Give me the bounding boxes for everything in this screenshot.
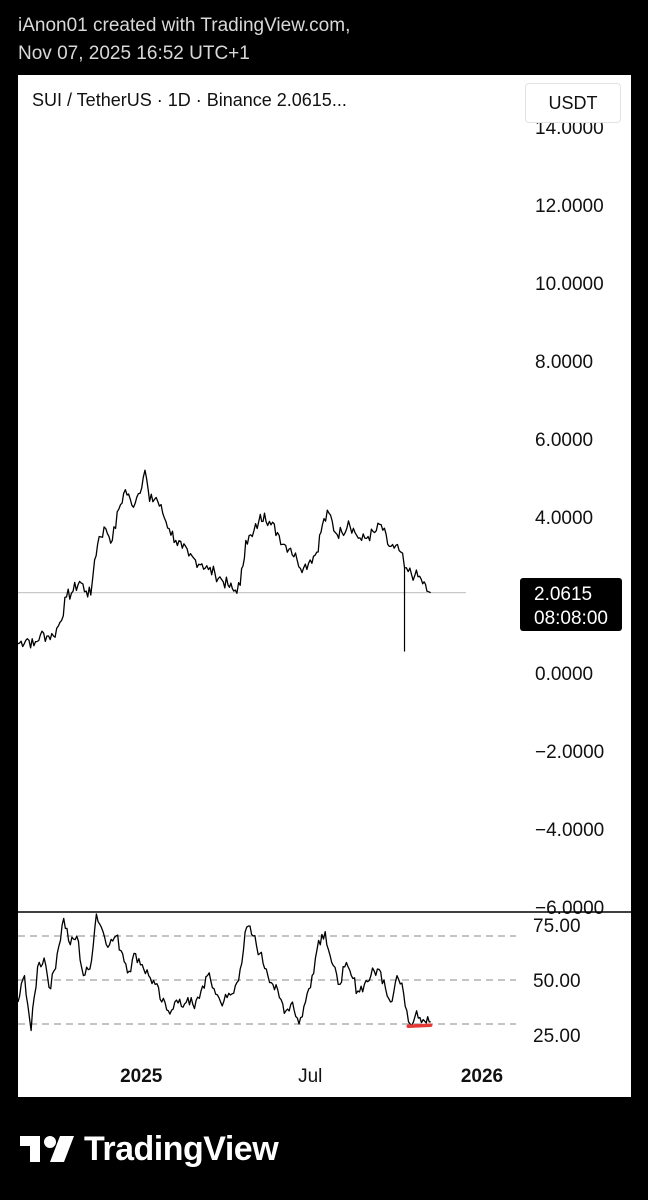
oscillator-scale-label: 50.00 bbox=[533, 971, 581, 992]
caption-date-line: Nov 07, 2025 16:52 UTC+1 bbox=[18, 43, 250, 64]
price-scale-label: 8.0000 bbox=[535, 352, 593, 373]
price-scale-label: 14.0000 bbox=[535, 118, 604, 139]
oscillator-scale-label: 25.00 bbox=[533, 1026, 581, 1047]
oscillator-marker bbox=[406, 1023, 433, 1028]
currency-button[interactable]: USDT bbox=[525, 83, 621, 123]
price-scale-label: 10.0000 bbox=[535, 274, 604, 295]
current-price-badge bbox=[520, 578, 622, 631]
oscillator-scale-label: 75.00 bbox=[533, 916, 581, 937]
caption-author-line: iAnon01 created with TradingView.com, bbox=[18, 15, 351, 36]
tradingview-logo: TradingView bbox=[20, 1128, 279, 1170]
price-scale-label: 6.0000 bbox=[535, 430, 593, 451]
price-scale-label: 4.0000 bbox=[535, 508, 593, 529]
symbol-legend[interactable]: SUI / TetherUS · 1D · Binance 2.0615... bbox=[32, 90, 347, 110]
snapshot-caption: iAnon01 created with TradingView.com, No… bbox=[18, 12, 350, 68]
price-scale-label: 12.0000 bbox=[535, 196, 604, 217]
price-scale-label: −4.0000 bbox=[535, 820, 604, 841]
time-axis-label: Jul bbox=[298, 1066, 322, 1087]
oscillator-line bbox=[17, 913, 431, 1032]
tradingview-wordmark: TradingView bbox=[84, 1129, 279, 1168]
time-axis-label: 2025 bbox=[120, 1066, 163, 1087]
price-series-line bbox=[17, 469, 431, 649]
time-axis-label: 2026 bbox=[461, 1066, 503, 1087]
price-scale-label: 0.0000 bbox=[535, 664, 593, 685]
price-scale-label: −6.0000 bbox=[535, 898, 604, 919]
tradingview-logo-icon bbox=[20, 1136, 74, 1162]
price-scale-label: −2.0000 bbox=[535, 742, 604, 763]
bar-countdown: 08:08:00 bbox=[534, 608, 608, 629]
current-price-value: 2.0615 bbox=[534, 584, 592, 605]
